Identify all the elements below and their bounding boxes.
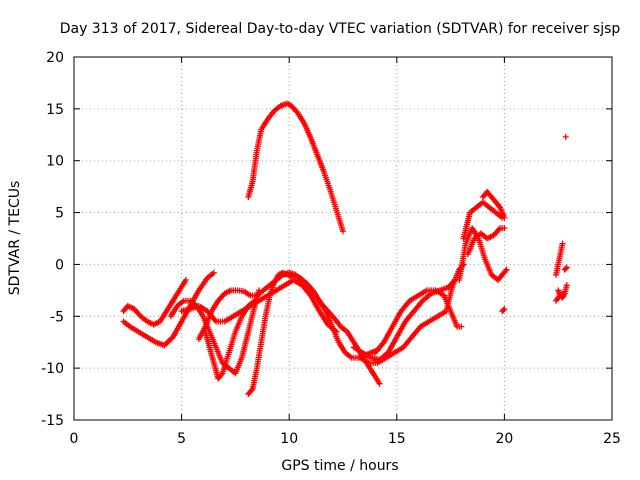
data-point [376,380,383,387]
x-tick-label: 10 [280,431,298,447]
data-point [559,240,566,247]
data-point [218,371,225,378]
data-point [167,336,174,343]
series-arc-1 [245,100,346,235]
series-arc-20 [561,264,570,273]
series-arc-14 [460,199,506,242]
x-tick-label: 0 [70,431,79,447]
data-point [562,133,569,140]
series-arc-16 [499,306,508,315]
series-arc-21 [562,133,569,140]
data-point [162,340,169,347]
data-point [563,282,570,289]
x-tick-label: 5 [177,431,186,447]
data-point [248,387,255,394]
data-point [501,225,508,232]
y-axis-label: SDTVAR / TECUs [7,181,23,296]
y-tick-label: 5 [55,206,64,222]
data-point [562,265,569,272]
data-point [501,214,508,221]
data-point [503,266,510,273]
y-tick-label: 15 [46,102,64,118]
x-tick-label: 15 [388,431,406,447]
data-point [502,267,509,274]
data-points [120,100,570,398]
series-arc-10 [357,261,467,366]
series-arc-3 [120,269,217,349]
data-point [496,203,503,210]
x-tick-label: 25 [603,431,621,447]
series-arc-7 [202,297,258,382]
y-tick-label: 20 [46,50,64,66]
y-tick-label: -5 [50,309,64,325]
y-tick-label: -10 [41,361,64,377]
x-axis-label: GPS time / hours [281,458,398,474]
x-tick-label: 20 [495,431,513,447]
data-point [210,269,217,276]
data-point [165,338,172,345]
chart-title: Day 313 of 2017, Sidereal Day-to-day VTE… [60,21,621,37]
series-arc-2 [120,276,189,328]
data-point [500,307,507,314]
series-arc-9 [350,276,458,363]
x-axis: 0 5 10 15 20 25 [70,57,621,447]
data-point [251,297,258,304]
series-arc-15 [479,188,508,221]
grid [74,57,612,420]
data-point [182,276,189,283]
y-tick-label: -15 [41,413,64,429]
y-axis: -15 -10 -5 0 5 10 15 20 [41,50,612,429]
data-point [458,323,465,330]
y-tick-label: 10 [46,154,64,170]
data-point [563,264,570,271]
data-point [501,306,508,313]
series-arc-13 [464,225,508,258]
y-tick-label: 0 [55,257,64,273]
series-arc-19 [553,240,566,278]
data-point [340,228,346,235]
series-arc-11 [372,287,465,356]
data-point [285,101,292,108]
series-arc-18 [555,282,570,301]
plot-frame [73,56,613,421]
